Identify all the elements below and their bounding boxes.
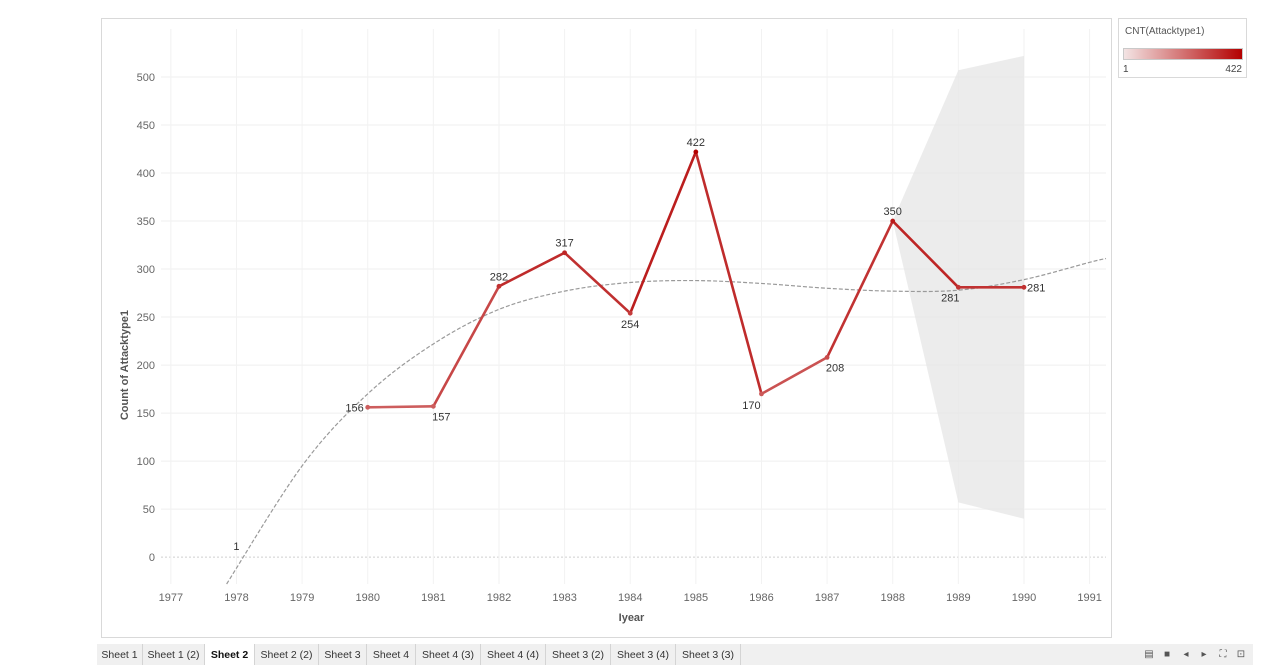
data-point: [824, 354, 830, 360]
data-point: [890, 218, 896, 224]
x-tick-label: 1990: [1012, 592, 1036, 604]
color-legend[interactable]: CNT(Attacktype1) 1 422: [1118, 18, 1247, 78]
tab-sheet-3-3[interactable]: Sheet 3 (3): [676, 644, 741, 665]
data-label: 156: [345, 402, 363, 414]
y-tick-label: 150: [137, 408, 155, 420]
y-tick-label: 100: [137, 456, 155, 468]
data-point: [365, 404, 371, 410]
tab-sheet-2[interactable]: Sheet 2: [205, 644, 255, 665]
tab-sheet-1[interactable]: Sheet 1: [97, 644, 143, 665]
series-line-segment: [825, 219, 895, 359]
data-label: 317: [555, 238, 573, 250]
data-label: 281: [941, 292, 959, 304]
x-tick-label: 1984: [618, 592, 642, 604]
data-point: [955, 284, 961, 290]
x-tick-label: 1983: [552, 592, 576, 604]
y-tick-label: 250: [137, 312, 155, 324]
series-line-segment: [694, 150, 763, 396]
series-line-segment: [497, 251, 566, 288]
x-tick-label: 1982: [487, 592, 511, 604]
tab-sheet-2-2[interactable]: Sheet 2 (2): [255, 644, 319, 665]
trend-line: [226, 257, 1107, 585]
tab-sheet-4[interactable]: Sheet 4: [367, 644, 416, 665]
outlier-data-label: 1: [233, 541, 239, 553]
data-label: 350: [884, 206, 902, 218]
data-label: 422: [687, 137, 705, 149]
series-line-segment: [760, 356, 829, 396]
data-label: 208: [826, 362, 844, 374]
data-point: [627, 310, 633, 316]
series-line-segment: [628, 150, 698, 315]
prev-sheet-icon[interactable]: ◂: [1183, 649, 1189, 660]
y-tick-label: 450: [137, 120, 155, 132]
data-label: 170: [742, 400, 760, 412]
sheet-view-icon[interactable]: ■: [1163, 649, 1171, 660]
y-tick-label: 50: [143, 504, 155, 516]
line-chart: 156 157 282 317 254 422 170 208 350 281 281 1 0 50 100…: [119, 29, 1107, 624]
tab-sheet-4-3[interactable]: Sheet 4 (3): [416, 644, 481, 665]
data-point: [562, 250, 567, 256]
tab-sheet-3-4[interactable]: Sheet 3 (4): [611, 644, 676, 665]
x-tick-label: 1980: [355, 592, 379, 604]
data-point: [430, 403, 436, 409]
sheet-tab-bar: Sheet 1 Sheet 1 (2) Sheet 2 Sheet 2 (2) …: [97, 644, 1253, 665]
x-axis-title: Iyear: [619, 612, 645, 624]
next-sheet-icon[interactable]: ▸: [1201, 649, 1207, 660]
legend-title: CNT(Attacktype1): [1125, 26, 1205, 37]
series-line-segment: [366, 405, 435, 409]
y-tick-label: 300: [137, 264, 155, 276]
series-line-segment: [891, 219, 960, 289]
data-point: [1021, 284, 1027, 290]
y-tick-label: 400: [137, 168, 155, 180]
data-point: [759, 391, 764, 397]
data-point: [496, 283, 502, 289]
data-label: 254: [621, 319, 639, 331]
y-tick-label: 200: [137, 360, 155, 372]
x-tick-label: 1989: [946, 592, 970, 604]
y-tick-label: 500: [137, 72, 155, 84]
x-tick-label: 1978: [224, 592, 248, 604]
x-tick-label: 1981: [421, 592, 445, 604]
legend-max-label: 422: [1225, 64, 1242, 75]
chart-frame: 156 157 282 317 254 422 170 208 350 281 281 1 0 50 100…: [101, 18, 1112, 638]
tab-sheet-4-4[interactable]: Sheet 4 (4): [481, 644, 546, 665]
legend-color-ramp: [1123, 48, 1243, 60]
data-label: 282: [490, 271, 508, 283]
series-line-segment: [432, 285, 501, 408]
tab-sheet-3-2[interactable]: Sheet 3 (2): [546, 644, 611, 665]
x-tick-label: 1977: [159, 592, 183, 604]
x-tick-label: 1987: [815, 592, 839, 604]
y-axis-title: Count of Attacktype1: [119, 310, 131, 420]
tab-sheet-3[interactable]: Sheet 3: [319, 644, 367, 665]
tab-sheet-1-2[interactable]: Sheet 1 (2): [143, 644, 205, 665]
x-tick-label: 1988: [880, 592, 904, 604]
series-line-segment: [563, 251, 632, 315]
data-label: 157: [432, 411, 450, 423]
y-tick-label: 350: [137, 216, 155, 228]
x-tick-label: 1986: [749, 592, 773, 604]
y-tick-label: 0: [149, 552, 155, 564]
grid-view-icon[interactable]: ▤: [1144, 649, 1154, 660]
presentation-icon[interactable]: ⊡: [1236, 649, 1246, 660]
x-tick-label: 1991: [1077, 592, 1101, 604]
data-point: [693, 149, 699, 155]
data-label: 281: [1027, 282, 1045, 294]
x-tick-label: 1985: [684, 592, 708, 604]
fullscreen-icon[interactable]: ⛶: [1219, 649, 1227, 660]
x-tick-label: 1979: [290, 592, 314, 604]
legend-min-label: 1: [1123, 64, 1129, 75]
